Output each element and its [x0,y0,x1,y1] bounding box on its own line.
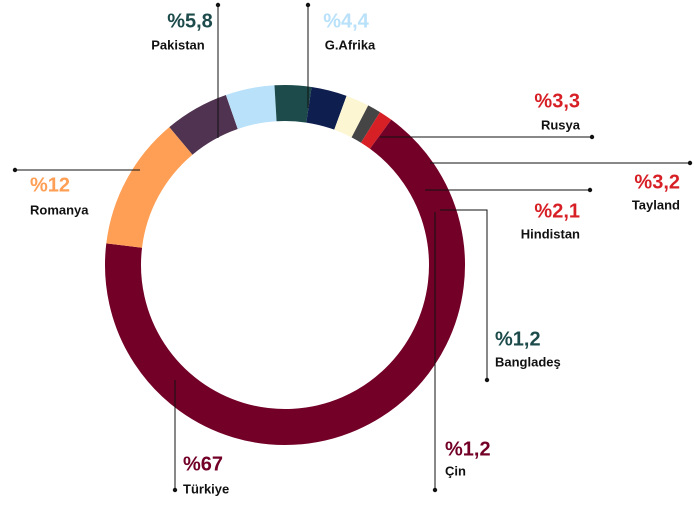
value-label: %1,2 [445,438,491,460]
category-label: Hindistan [521,226,580,241]
leader-dot [484,377,490,383]
donut-segment [105,119,465,445]
leader-dot [587,187,593,193]
value-label: %3,3 [534,90,580,112]
value-label: %2,1 [534,200,580,222]
value-label: %1,2 [495,328,541,350]
leader-dot [432,487,438,493]
leader-dot [215,2,221,8]
category-label: Tayland [632,197,680,212]
donut-segment [305,86,347,130]
category-label: Rusya [541,117,581,132]
donut-segment [106,127,193,249]
donut-segment [169,94,239,155]
donut-segment [333,95,369,138]
category-label: G.Afrika [325,37,376,52]
leader-dot [172,487,178,493]
leader-dot [589,134,595,140]
donut-segment [274,85,312,123]
category-label: Pakistan [151,37,205,52]
leader-dot [12,167,18,173]
value-label: %5,8 [167,10,213,32]
leader-line [440,209,488,380]
value-label: %3,2 [634,171,680,193]
category-label: Türkiye [183,481,229,496]
value-label: %4,4 [323,10,369,32]
donut-segment [225,85,278,130]
leader-dot [305,2,311,8]
leader-dot [687,160,693,166]
category-label: Çin [445,463,466,478]
value-label: %67 [183,453,223,475]
donut-segment [360,112,392,149]
category-label: Romanya [30,202,89,217]
donut-segment [351,105,381,143]
value-label: %12 [30,174,70,196]
category-label: Bangladeş [495,354,561,369]
